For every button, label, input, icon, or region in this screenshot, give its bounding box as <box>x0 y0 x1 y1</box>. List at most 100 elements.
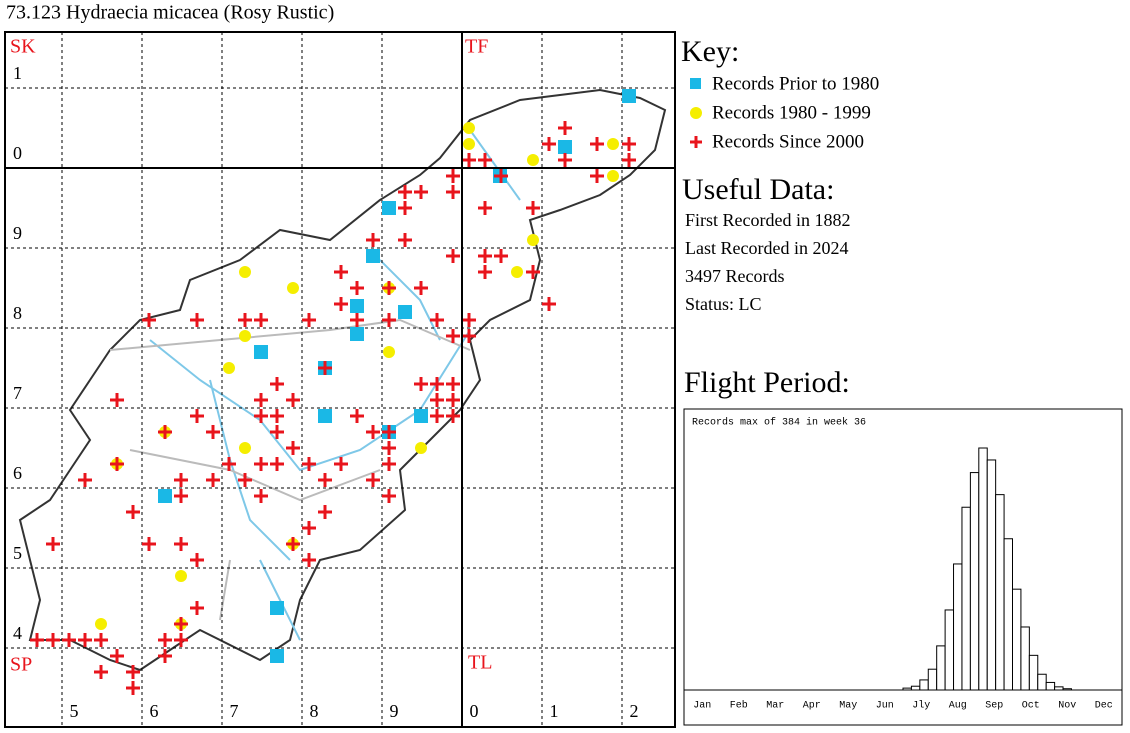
record-1980-1999 <box>95 618 107 630</box>
record-since-2000 <box>382 457 396 471</box>
square-label: SK <box>10 36 36 58</box>
key-title: Key: <box>681 35 739 68</box>
col-label: 9 <box>390 701 399 721</box>
record-since-2000 <box>350 409 364 423</box>
record-since-2000 <box>78 633 92 647</box>
key-item: Records 1980 - 1999 <box>712 102 871 123</box>
record-1980-1999 <box>287 282 299 294</box>
month-label: Mar <box>766 701 784 712</box>
row-label: 0 <box>13 143 22 163</box>
month-label: Sep <box>985 701 1003 712</box>
week-bar <box>936 645 946 691</box>
record-prior-1980 <box>622 89 636 103</box>
col-label: 6 <box>150 701 159 721</box>
record-since-2000 <box>430 393 444 407</box>
record-since-2000 <box>414 185 428 199</box>
record-since-2000 <box>382 441 396 455</box>
week-bar <box>1028 654 1039 691</box>
week-bar <box>919 679 929 691</box>
row-label: 1 <box>13 63 22 83</box>
record-since-2000 <box>446 185 460 199</box>
month-label: Jly <box>912 700 930 712</box>
record-since-2000 <box>430 409 444 423</box>
col-label: 1 <box>550 701 559 721</box>
record-1980-1999 <box>463 138 475 150</box>
week-bar <box>1020 626 1030 691</box>
record-since-2000 <box>174 617 188 631</box>
record-since-2000 <box>302 521 316 535</box>
record-prior-1980 <box>382 201 396 215</box>
record-since-2000 <box>158 633 172 647</box>
record-since-2000 <box>142 313 156 327</box>
record-since-2000 <box>382 313 396 327</box>
record-1980-1999 <box>607 170 619 182</box>
record-since-2000 <box>398 185 412 199</box>
month-label: Apr <box>803 701 821 712</box>
markers <box>30 89 636 695</box>
record-since-2000 <box>222 457 236 471</box>
record-since-2000 <box>126 681 140 695</box>
record-since-2000 <box>302 553 316 567</box>
record-since-2000 <box>334 457 348 471</box>
record-prior-1980 <box>270 601 284 615</box>
record-since-2000 <box>542 297 556 311</box>
record-prior-1980 <box>350 327 364 341</box>
record-since-2000 <box>446 393 460 407</box>
record-since-2000 <box>286 393 300 407</box>
record-1980-1999 <box>527 234 539 246</box>
flight-title: Flight Period: <box>684 366 850 399</box>
record-since-2000 <box>78 473 92 487</box>
month-label: Jun <box>876 701 894 712</box>
square-label: TL <box>468 652 492 674</box>
row-label: 4 <box>13 623 22 643</box>
record-since-2000 <box>270 377 284 391</box>
record-prior-1980 <box>270 649 284 663</box>
record-since-2000 <box>366 233 380 247</box>
key-symbol-dot <box>690 107 702 119</box>
col-label: 7 <box>230 701 239 721</box>
useful-line: 3497 Records <box>685 266 784 286</box>
record-since-2000 <box>110 457 124 471</box>
week-bar <box>953 563 963 691</box>
week-bar <box>902 687 912 691</box>
square-label: SP <box>10 654 32 676</box>
week-bar <box>944 609 955 691</box>
record-since-2000 <box>254 313 268 327</box>
useful-line: First Recorded in 1882 <box>685 210 850 230</box>
month-label: Feb <box>730 700 748 712</box>
record-since-2000 <box>238 473 252 487</box>
record-since-2000 <box>46 537 60 551</box>
col-label: 5 <box>70 701 79 721</box>
record-since-2000 <box>334 265 348 279</box>
record-since-2000 <box>174 489 188 503</box>
week-bar <box>961 506 971 691</box>
record-since-2000 <box>430 377 444 391</box>
record-since-2000 <box>270 409 284 423</box>
record-since-2000 <box>350 313 364 327</box>
record-1980-1999 <box>239 330 251 342</box>
record-1980-1999 <box>463 122 475 134</box>
record-since-2000 <box>174 473 188 487</box>
record-since-2000 <box>110 649 124 663</box>
record-since-2000 <box>478 265 492 279</box>
record-since-2000 <box>190 313 204 327</box>
record-since-2000 <box>110 393 124 407</box>
record-since-2000 <box>286 537 300 551</box>
map <box>18 88 667 672</box>
record-since-2000 <box>558 153 572 167</box>
record-prior-1980 <box>366 249 380 263</box>
record-since-2000 <box>302 313 316 327</box>
record-since-2000 <box>382 425 396 439</box>
record-since-2000 <box>350 281 364 295</box>
record-since-2000 <box>542 137 556 151</box>
record-since-2000 <box>270 425 284 439</box>
record-since-2000 <box>206 473 220 487</box>
record-prior-1980 <box>414 409 428 423</box>
useful-title: Useful Data: <box>682 173 834 206</box>
record-1980-1999 <box>175 570 187 582</box>
flight-note: Records max of 384 in week 36 <box>692 417 866 429</box>
record-since-2000 <box>366 425 380 439</box>
record-since-2000 <box>62 633 76 647</box>
record-since-2000 <box>270 457 284 471</box>
record-prior-1980 <box>158 489 172 503</box>
